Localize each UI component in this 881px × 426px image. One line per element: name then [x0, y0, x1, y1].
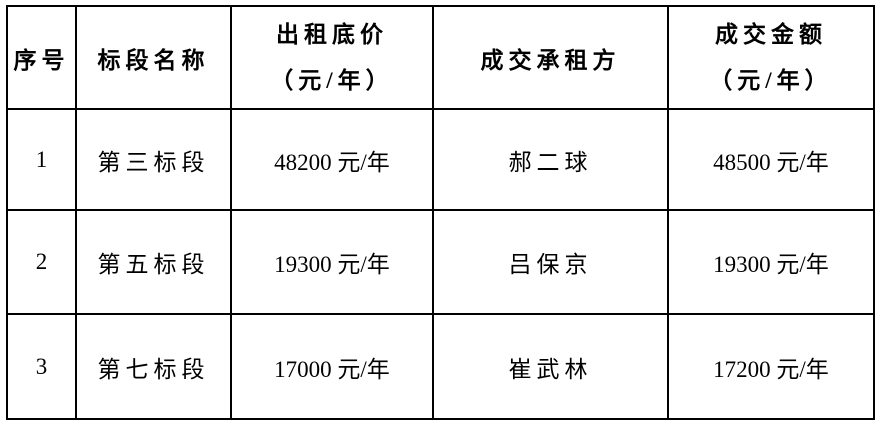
- section-label: 第七标段: [97, 356, 210, 382]
- seq-cell: 2: [6, 209, 77, 315]
- base-price-cell: 17000 元/年: [230, 313, 434, 420]
- base-price-cell: 48200 元/年: [230, 108, 434, 211]
- header-deal-amount-line1: 成交金额: [715, 21, 827, 47]
- section-label: 第三标段: [97, 149, 210, 175]
- header-deal-amount-line2: （元/年）: [709, 67, 833, 93]
- header-base-price: 出租底价 （元/年）: [230, 5, 434, 110]
- lessee-label: 郝二球: [508, 149, 593, 175]
- section-label: 第五标段: [97, 252, 210, 277]
- header-lessee: 成交承租方: [432, 5, 669, 110]
- deal-amount-cell: 48500 元/年: [667, 108, 875, 211]
- table-header-row: 序号 标段名称 出租底价 （元/年） 成交承租方 成交金额 （元/年）: [6, 5, 875, 110]
- lease-result-table: 序号 标段名称 出租底价 （元/年） 成交承租方 成交金额 （元/年）: [6, 5, 875, 420]
- header-lessee-label: 成交承租方: [480, 47, 621, 73]
- lessee-label: 吕保京: [508, 252, 593, 277]
- lessee-cell: 崔武林: [432, 313, 669, 420]
- base-price-cell: 19300 元/年: [230, 209, 434, 315]
- section-cell: 第七标段: [75, 313, 232, 420]
- header-seq-label: 序号: [13, 47, 70, 73]
- seq-cell: 3: [6, 313, 77, 420]
- header-deal-amount: 成交金额 （元/年）: [667, 5, 875, 110]
- table-row: 2 第五标段 19300 元/年 吕保京 19300 元/年: [6, 209, 875, 315]
- table-row: 1 第三标段 48200 元/年 郝二球 48500 元/年: [6, 108, 875, 211]
- section-cell: 第五标段: [75, 209, 232, 315]
- header-base-price-line2: （元/年）: [270, 67, 394, 93]
- deal-amount-cell: 17200 元/年: [667, 313, 875, 420]
- table-row: 3 第七标段 17000 元/年 崔武林 17200 元/年: [6, 313, 875, 420]
- lessee-cell: 郝二球: [432, 108, 669, 211]
- header-section-name-label: 标段名称: [97, 47, 210, 73]
- deal-amount-cell: 19300 元/年: [667, 209, 875, 315]
- header-section-name: 标段名称: [75, 5, 232, 110]
- seq-cell: 1: [6, 108, 77, 211]
- lessee-label: 崔武林: [508, 356, 593, 382]
- section-cell: 第三标段: [75, 108, 232, 211]
- header-seq: 序号: [6, 5, 77, 110]
- header-base-price-line1: 出租底价: [276, 21, 388, 47]
- lessee-cell: 吕保京: [432, 209, 669, 315]
